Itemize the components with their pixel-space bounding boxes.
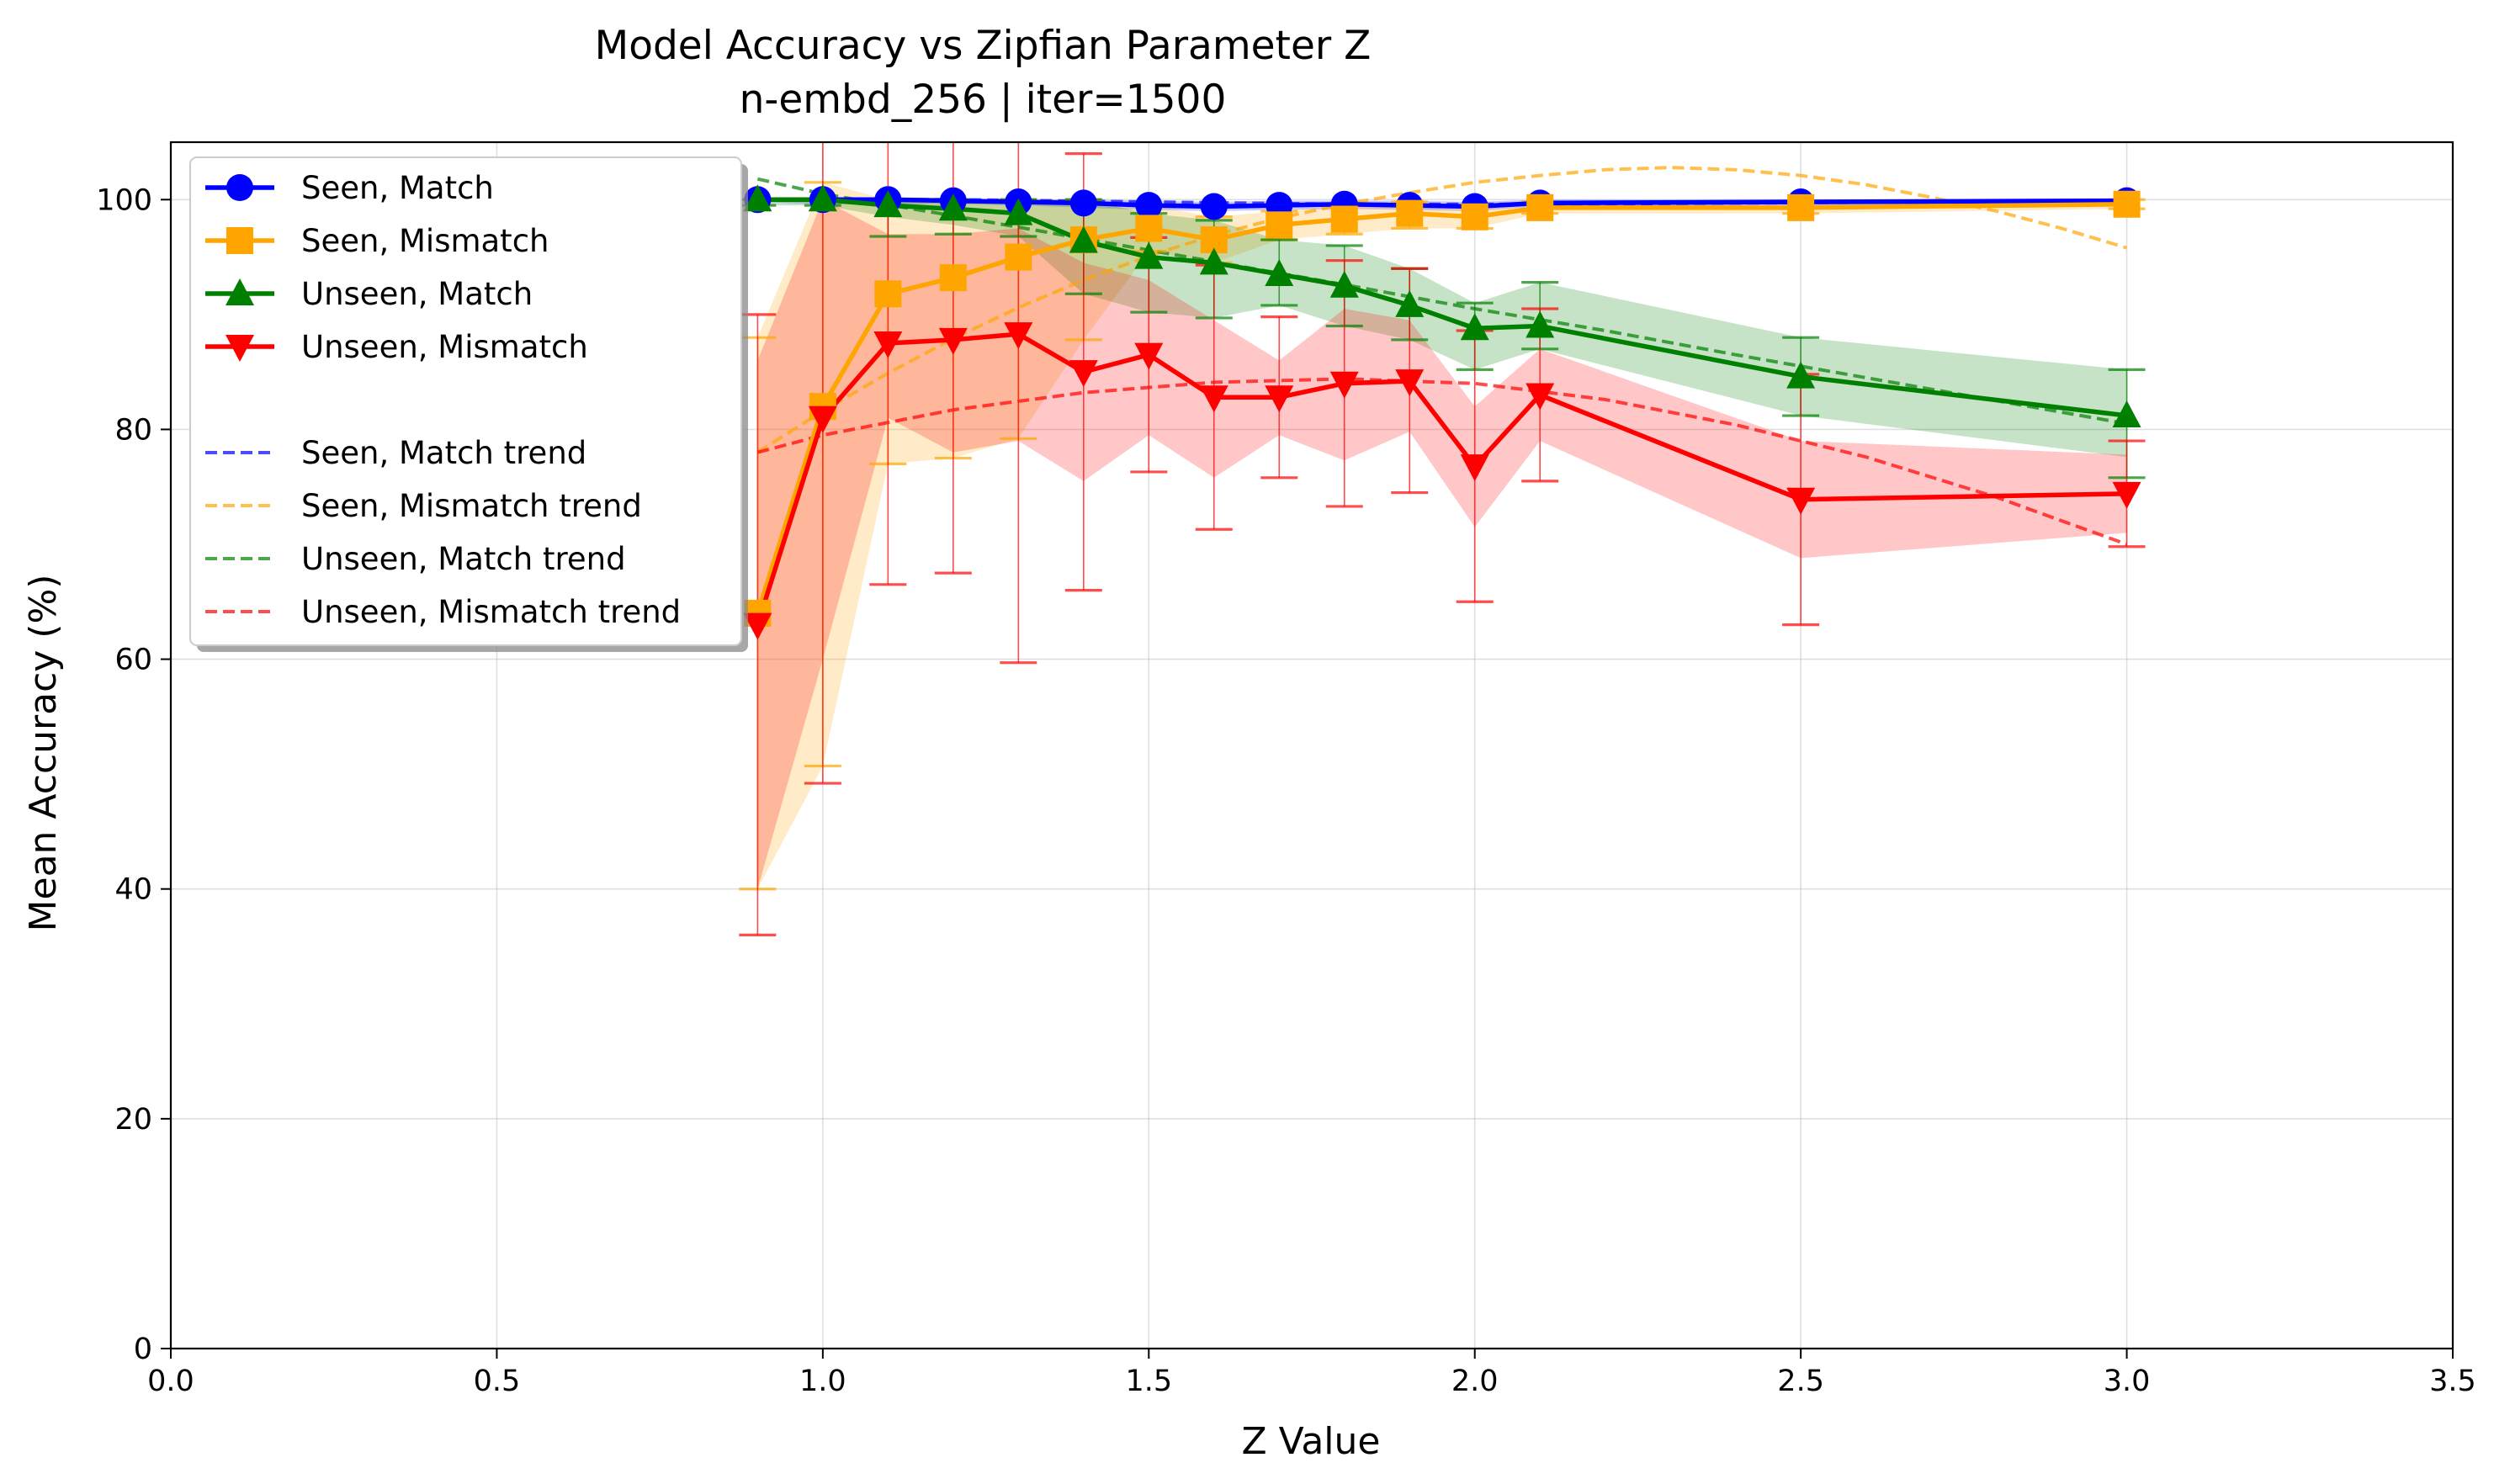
- unseen-mismatch-point: [1199, 385, 1228, 413]
- x-tick-label: 3.0: [2104, 1365, 2151, 1398]
- unseen-match-point: [808, 184, 837, 212]
- unseen-match-point: [1069, 225, 1098, 253]
- x-tick-label: 2.0: [1451, 1365, 1499, 1398]
- seen-mismatch-point: [1396, 199, 1424, 227]
- x-tick-label: 0.0: [147, 1365, 194, 1398]
- unseen-match-point: [2112, 400, 2141, 428]
- unseen-match-point: [1134, 241, 1164, 269]
- unseen-mismatch-point: [1134, 342, 1164, 370]
- unseen-match-point: [1004, 198, 1033, 225]
- seen-match-point: [1200, 193, 1228, 220]
- y-tick-label: 40: [114, 873, 152, 907]
- seen-match-point: [1135, 192, 1163, 220]
- seen-mismatch-legend-marker: [226, 227, 253, 254]
- unseen-mismatch-band: [757, 199, 2127, 889]
- x-tick-label: 0.5: [474, 1365, 521, 1398]
- seen-mismatch-point: [874, 280, 902, 308]
- seen-mismatch-point: [1266, 211, 1293, 239]
- unseen-mismatch-point: [2112, 481, 2141, 509]
- unseen-match-trend-legend-label: Unseen, Match trend: [301, 541, 626, 577]
- seen-match-trend-legend-label: Seen, Match trend: [301, 435, 586, 471]
- unseen-mismatch-point: [1395, 369, 1425, 397]
- y-tick-label: 80: [114, 413, 152, 447]
- unseen-mismatch-legend-marker: [226, 335, 254, 362]
- seen-mismatch-point: [1135, 215, 1163, 242]
- legend-box: [189, 156, 742, 646]
- seen-match-point: [1069, 189, 1097, 217]
- seen-match-legend-marker: [226, 174, 253, 201]
- unseen-match-point: [1199, 247, 1228, 275]
- unseen-match-band: [757, 199, 2127, 458]
- unseen-match-point: [743, 184, 772, 212]
- x-tick-label: 1.5: [1125, 1365, 1172, 1398]
- x-tick-label: 2.5: [1777, 1365, 1824, 1398]
- unseen-match-point: [1395, 289, 1425, 317]
- chart-title: Model Accuracy vs Zipfian Parameter Z: [595, 23, 1372, 69]
- y-axis-label: Mean Accuracy (%): [22, 575, 65, 932]
- x-tick-label: 3.5: [2429, 1365, 2476, 1398]
- y-axis-ticks: 0 20 40 60 80 100: [96, 183, 171, 1366]
- unseen-match-point: [873, 190, 903, 218]
- unseen-mismatch-trend-legend-label: Unseen, Mismatch trend: [301, 594, 681, 630]
- unseen-mismatch-point: [1004, 322, 1033, 350]
- unseen-match-point: [1526, 310, 1555, 338]
- seen-match-legend-label: Seen, Match: [301, 170, 494, 206]
- seen-mismatch-point: [1787, 193, 1815, 221]
- legend: Seen, Match Seen, Mismatch Unseen, Match Un…: [189, 156, 748, 652]
- unseen-mismatch-point: [743, 612, 772, 640]
- unseen-match-point: [1329, 270, 1359, 298]
- y-tick-label: 60: [114, 644, 152, 677]
- y-tick-label: 20: [114, 1103, 152, 1137]
- series-markers: [743, 184, 2141, 640]
- unseen-mismatch-point: [873, 331, 903, 358]
- unseen-match-point: [1460, 313, 1489, 341]
- seen-mismatch-point: [1461, 203, 1488, 231]
- unseen-mismatch-point: [1265, 385, 1294, 413]
- unseen-mismatch-point: [1329, 371, 1359, 399]
- unseen-match-legend-label: Unseen, Match: [301, 276, 533, 312]
- unseen-mismatch-point: [1069, 360, 1098, 388]
- unseen-match-point: [938, 193, 968, 221]
- unseen-match-point: [1786, 361, 1816, 389]
- unseen-mismatch-point: [938, 327, 968, 355]
- unseen-match-legend-marker: [226, 278, 254, 305]
- seen-mismatch-trend-legend-label: Seen, Mismatch trend: [301, 488, 642, 524]
- seen-mismatch-point: [939, 264, 967, 292]
- plot-frame: [169, 140, 2454, 1350]
- seen-mismatch-point: [1526, 193, 1554, 221]
- x-tick-label: 1.0: [799, 1365, 846, 1398]
- x-axis-label: Z Value: [1242, 1420, 1381, 1463]
- chart-subtitle: n-embd_256 | iter=1500: [740, 77, 1227, 123]
- y-tick-label: 100: [96, 183, 152, 217]
- unseen-mismatch-point: [1526, 383, 1555, 411]
- seen-mismatch-point: [1330, 205, 1358, 233]
- x-axis-ticks: 0.0 0.5 1.0 1.5 2.0 2.5 3.0 3.5: [147, 1349, 2476, 1398]
- unseen-mismatch-point: [1786, 487, 1816, 515]
- seen-mismatch-point: [2113, 190, 2141, 218]
- seen-mismatch-point: [1005, 243, 1032, 271]
- unseen-mismatch-point: [1460, 454, 1489, 482]
- seen-mismatch-band: [757, 182, 2127, 889]
- unseen-mismatch-legend-label: Unseen, Mismatch: [301, 329, 588, 365]
- unseen-mismatch-point: [808, 405, 837, 433]
- y-tick-label: 0: [134, 1333, 152, 1366]
- unseen-match-point: [1265, 259, 1294, 287]
- seen-mismatch-legend-label: Seen, Mismatch: [301, 223, 549, 259]
